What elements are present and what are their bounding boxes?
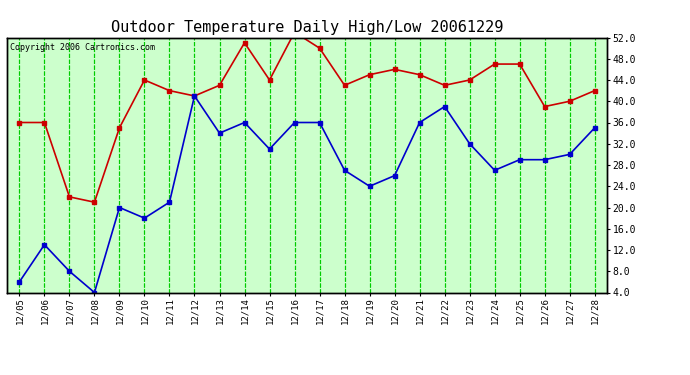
Title: Outdoor Temperature Daily High/Low 20061229: Outdoor Temperature Daily High/Low 20061… [111,20,503,35]
Text: Copyright 2006 Cartronics.com: Copyright 2006 Cartronics.com [10,43,155,52]
